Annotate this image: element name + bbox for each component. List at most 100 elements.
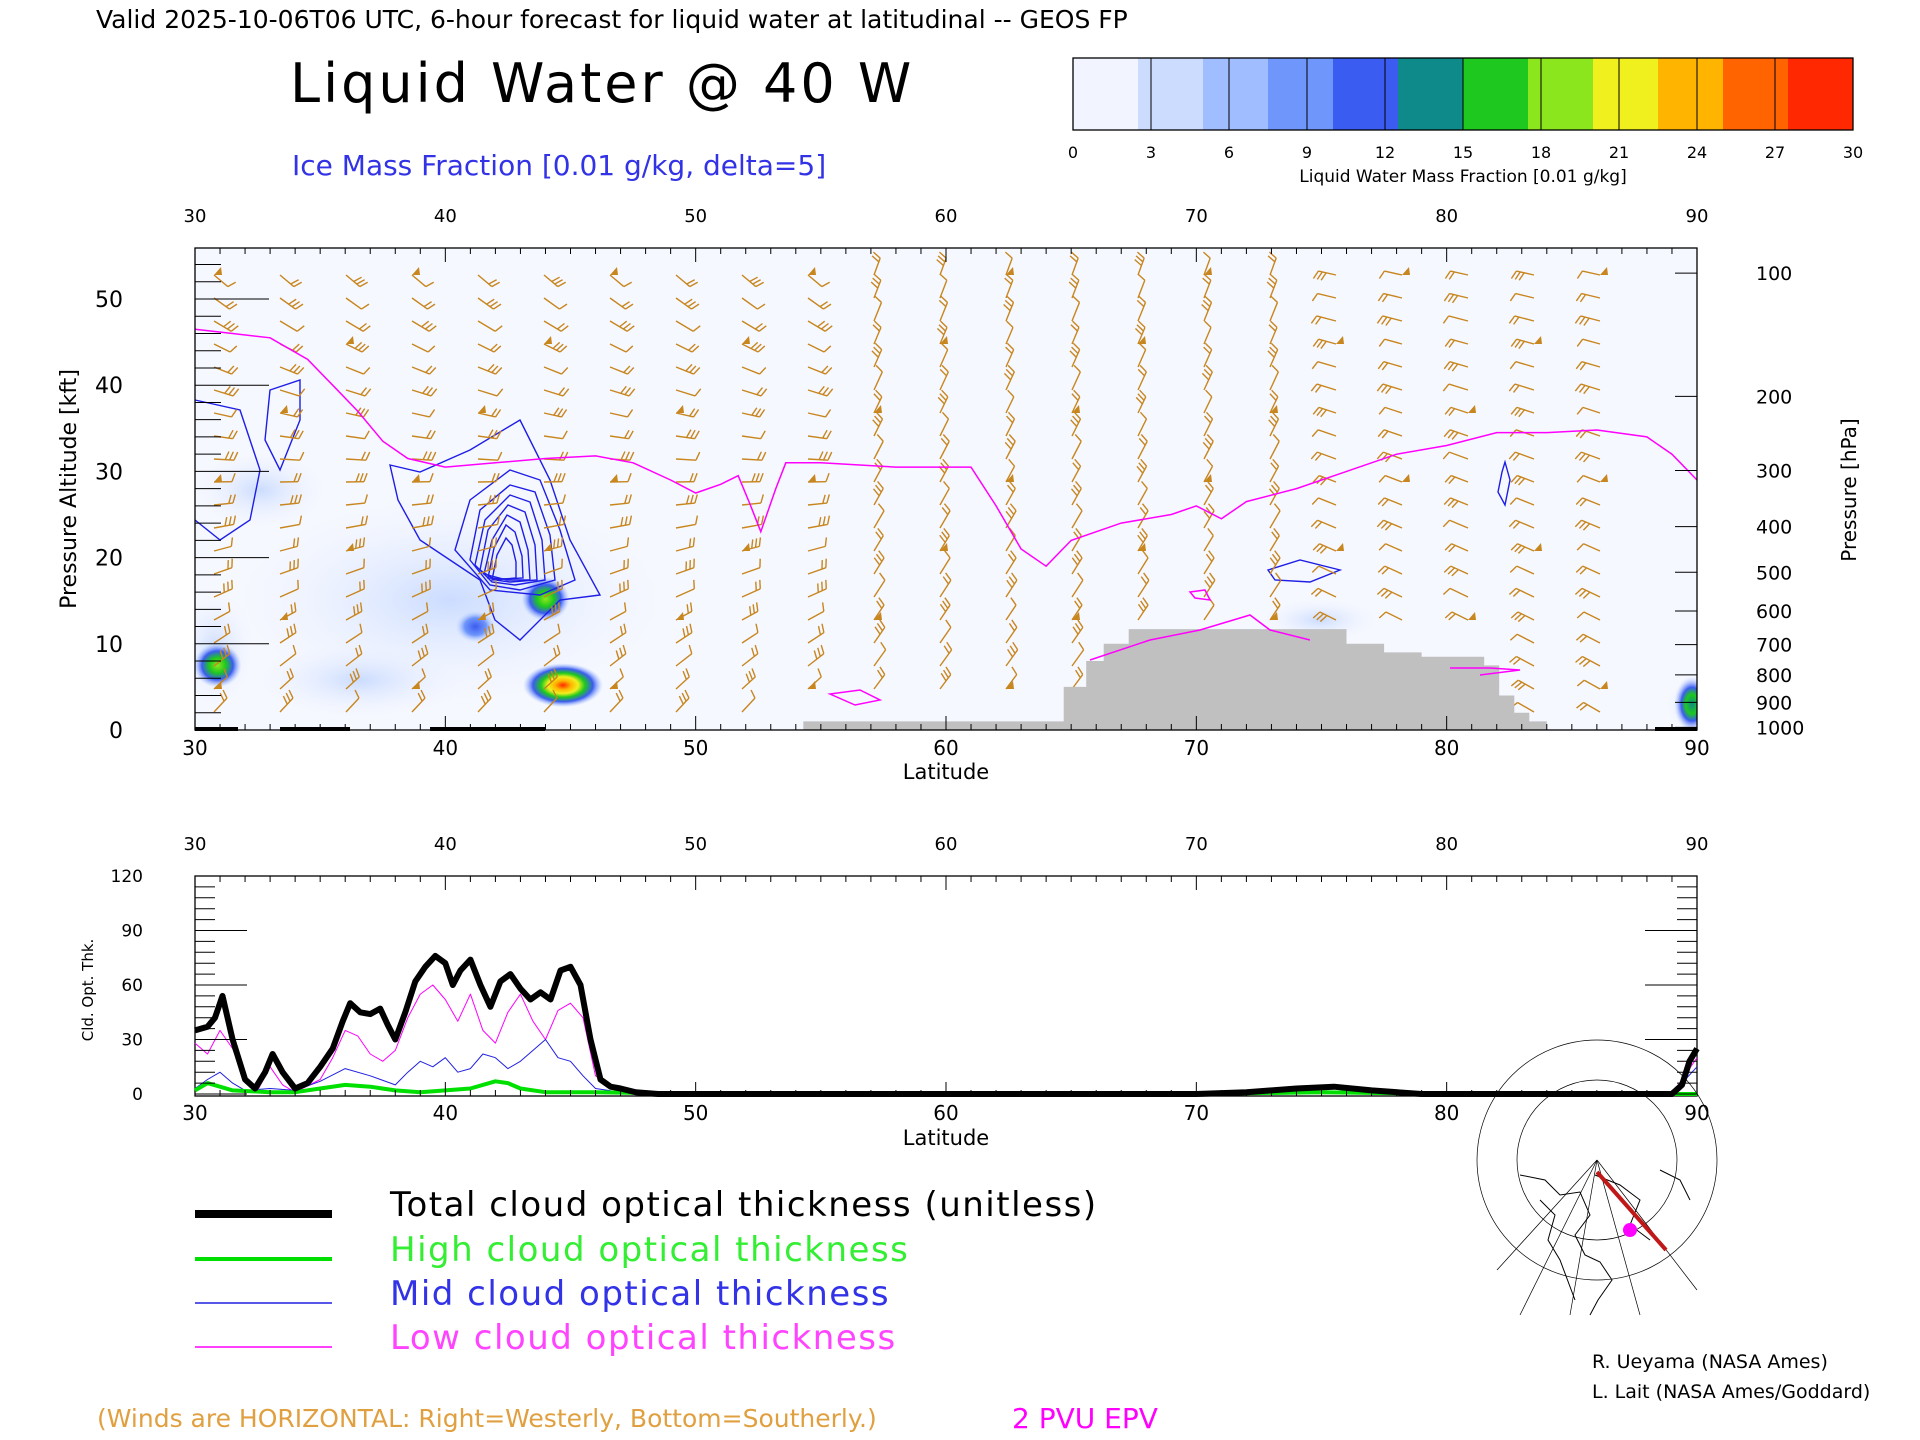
- wind-barb: [1071, 641, 1085, 667]
- wind-barb-feather: [760, 515, 765, 525]
- wind-barb-staff: [213, 274, 229, 288]
- wind-barb: [543, 494, 566, 506]
- wind-barb-staff: [279, 274, 295, 288]
- wind-barb: [609, 602, 627, 621]
- wind-barb-feather: [624, 451, 630, 461]
- wind-barb-flag: [676, 612, 684, 620]
- wind-barb: [543, 537, 564, 552]
- wind-barb: [675, 515, 699, 529]
- wind-barb-staff: [213, 588, 233, 598]
- wind-barb: [1444, 405, 1476, 417]
- map-meridian: [1596, 1159, 1641, 1316]
- wind-barb-staff: [279, 502, 299, 506]
- wind-barb-feather: [356, 279, 365, 285]
- wind-barb: [741, 472, 764, 483]
- wind-barb: [1137, 528, 1148, 552]
- wind-barb-feather: [1137, 368, 1146, 377]
- wind-barb-staff: [213, 297, 230, 310]
- bottom-x-tick-label: 50: [683, 1101, 708, 1125]
- wind-barb-staff: [609, 343, 627, 353]
- wind-barb-feather: [1384, 591, 1393, 599]
- wind-barb: [1576, 679, 1608, 690]
- wind-barb: [1575, 292, 1601, 303]
- wind-barb-feather: [1380, 589, 1389, 597]
- wind-barb: [411, 343, 436, 353]
- wind-barb-staff: [1516, 406, 1535, 414]
- legend: Total cloud optical thickness (unitless)…: [195, 1185, 1096, 1358]
- wind-barb-feather: [685, 668, 690, 678]
- map-meridian: [1596, 1159, 1698, 1291]
- wind-barb-feather: [1072, 320, 1080, 328]
- wind-barb-feather: [620, 451, 626, 460]
- wind-barb: [1137, 273, 1146, 299]
- wind-barb-feather: [491, 365, 499, 373]
- wind-barb-staff: [609, 320, 628, 332]
- wind-barb: [1136, 458, 1148, 483]
- wind-barb-feather: [427, 303, 436, 310]
- wind-barb: [1071, 572, 1084, 598]
- wind-barb-staff: [543, 412, 562, 418]
- wind-barb: [213, 297, 238, 310]
- wind-barb: [279, 472, 302, 483]
- wind-barb-flag: [1072, 612, 1080, 620]
- wind-barb-feather: [688, 644, 693, 654]
- wind-barb: [1005, 550, 1017, 575]
- wind-barb-feather: [938, 299, 947, 308]
- wind-barb-staff: [939, 440, 950, 460]
- wind-barb-feather: [1579, 294, 1587, 303]
- wind-barb-feather: [1007, 648, 1014, 658]
- wind-barb-feather: [297, 472, 302, 482]
- wind-barb: [675, 451, 701, 461]
- wind-barb-feather: [682, 670, 688, 680]
- wind-barb-feather: [494, 325, 503, 332]
- wind-barb-feather: [940, 342, 949, 351]
- wind-barb: [939, 572, 952, 598]
- top-y-tick-label: 0: [109, 719, 123, 744]
- wind-barb: [477, 320, 503, 332]
- wind-barb-feather: [757, 345, 766, 353]
- wind-barb: [477, 472, 500, 483]
- wind-barb-staff: [1269, 488, 1280, 506]
- wind-barb-staff: [741, 435, 761, 440]
- wind-barb-flag: [1138, 543, 1146, 551]
- wind-barb-feather: [939, 368, 948, 377]
- wind-barb-flag: [412, 267, 420, 275]
- wind-barb: [477, 558, 497, 575]
- wind-barb-feather: [692, 325, 701, 332]
- wind-barb-feather: [690, 429, 696, 439]
- wind-barb-feather: [685, 363, 693, 372]
- wind-barb: [1510, 406, 1535, 418]
- wind-barb-feather: [942, 600, 949, 609]
- wind-barb-staff: [675, 389, 696, 397]
- wind-barb: [1269, 528, 1280, 552]
- wind-barb-staff: [411, 610, 429, 621]
- wind-barb-staff: [873, 302, 883, 322]
- wind-barb: [543, 430, 568, 440]
- wind-barb: [873, 434, 884, 460]
- wind-barb-staff: [1137, 579, 1150, 598]
- wind-barb-staff: [1582, 474, 1601, 483]
- wind-barb-feather: [427, 345, 436, 353]
- wind-barb-feather: [1381, 294, 1389, 303]
- wind-barb-staff: [279, 632, 297, 644]
- wind-barb-feather: [1378, 475, 1386, 483]
- wind-barb: [936, 320, 948, 345]
- wind-barb-staff: [1269, 465, 1280, 483]
- wind-barb-staff: [543, 366, 562, 375]
- wind-barb: [411, 668, 426, 690]
- pressure-tick-label: 700: [1756, 635, 1792, 657]
- wind-barb-feather: [1003, 372, 1012, 381]
- bottom-x-tick-label-upper: 50: [684, 834, 707, 855]
- wind-barb: [609, 537, 630, 552]
- wind-barb: [1137, 434, 1148, 460]
- wind-barb: [1071, 503, 1083, 529]
- map-coastline: [1519, 1169, 1691, 1316]
- wind-barb: [1443, 429, 1469, 440]
- wind-barb: [873, 528, 884, 552]
- wind-barb-staff: [1581, 587, 1601, 598]
- wind-barb-feather: [1376, 451, 1384, 460]
- wind-barb-feather: [364, 388, 372, 397]
- wind-barb-flag: [1534, 543, 1542, 551]
- wind-barb-staff: [543, 676, 558, 690]
- wind-barb-staff: [1137, 604, 1149, 621]
